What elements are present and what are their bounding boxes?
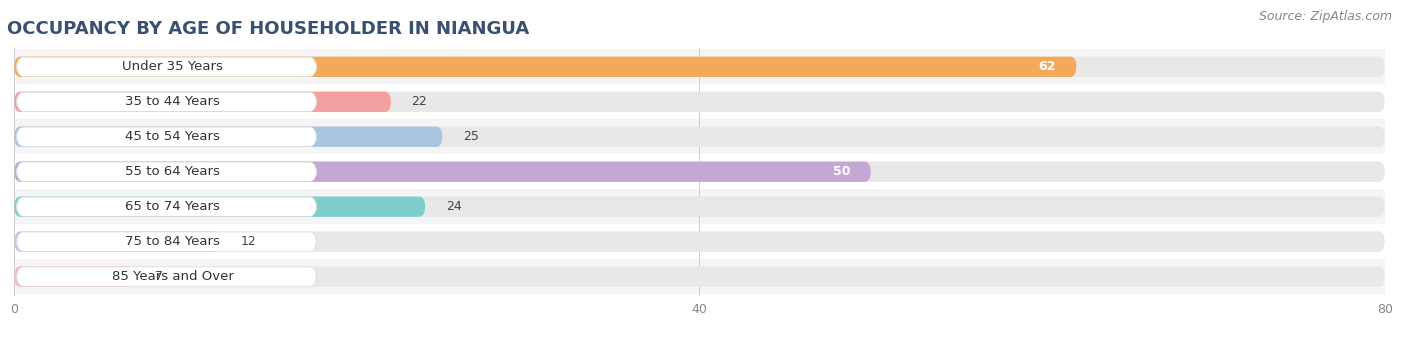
FancyBboxPatch shape bbox=[17, 162, 316, 181]
FancyBboxPatch shape bbox=[17, 92, 316, 112]
FancyBboxPatch shape bbox=[14, 267, 134, 287]
FancyBboxPatch shape bbox=[14, 92, 391, 112]
FancyBboxPatch shape bbox=[14, 57, 1077, 77]
Text: 85 Years and Over: 85 Years and Over bbox=[111, 270, 233, 283]
Text: 50: 50 bbox=[832, 165, 851, 178]
Bar bbox=[14, 189, 1385, 224]
Text: 24: 24 bbox=[446, 200, 461, 213]
Text: 65 to 74 Years: 65 to 74 Years bbox=[125, 200, 219, 213]
Text: Under 35 Years: Under 35 Years bbox=[122, 60, 224, 73]
Text: 7: 7 bbox=[155, 270, 163, 283]
Bar bbox=[14, 119, 1385, 154]
FancyBboxPatch shape bbox=[17, 232, 316, 251]
FancyBboxPatch shape bbox=[14, 267, 1385, 287]
Bar bbox=[14, 224, 1385, 259]
Text: 62: 62 bbox=[1039, 60, 1056, 73]
FancyBboxPatch shape bbox=[14, 57, 1385, 77]
Text: 75 to 84 Years: 75 to 84 Years bbox=[125, 235, 219, 248]
Bar bbox=[14, 49, 1385, 84]
FancyBboxPatch shape bbox=[14, 232, 1385, 252]
FancyBboxPatch shape bbox=[14, 197, 1385, 217]
FancyBboxPatch shape bbox=[14, 197, 425, 217]
Bar bbox=[14, 84, 1385, 119]
Text: OCCUPANCY BY AGE OF HOUSEHOLDER IN NIANGUA: OCCUPANCY BY AGE OF HOUSEHOLDER IN NIANG… bbox=[7, 20, 530, 38]
FancyBboxPatch shape bbox=[14, 126, 1385, 147]
FancyBboxPatch shape bbox=[17, 127, 316, 147]
Text: 12: 12 bbox=[240, 235, 256, 248]
FancyBboxPatch shape bbox=[14, 92, 1385, 112]
Text: 45 to 54 Years: 45 to 54 Years bbox=[125, 130, 219, 143]
FancyBboxPatch shape bbox=[17, 267, 316, 286]
Text: Source: ZipAtlas.com: Source: ZipAtlas.com bbox=[1258, 10, 1392, 23]
FancyBboxPatch shape bbox=[14, 232, 219, 252]
FancyBboxPatch shape bbox=[14, 162, 1385, 182]
Text: 35 to 44 Years: 35 to 44 Years bbox=[125, 95, 219, 108]
Text: 55 to 64 Years: 55 to 64 Years bbox=[125, 165, 219, 178]
FancyBboxPatch shape bbox=[14, 162, 870, 182]
Bar bbox=[14, 259, 1385, 294]
Text: 22: 22 bbox=[412, 95, 427, 108]
Bar bbox=[14, 154, 1385, 189]
FancyBboxPatch shape bbox=[14, 126, 443, 147]
FancyBboxPatch shape bbox=[17, 57, 316, 76]
Text: 25: 25 bbox=[463, 130, 479, 143]
FancyBboxPatch shape bbox=[17, 197, 316, 216]
